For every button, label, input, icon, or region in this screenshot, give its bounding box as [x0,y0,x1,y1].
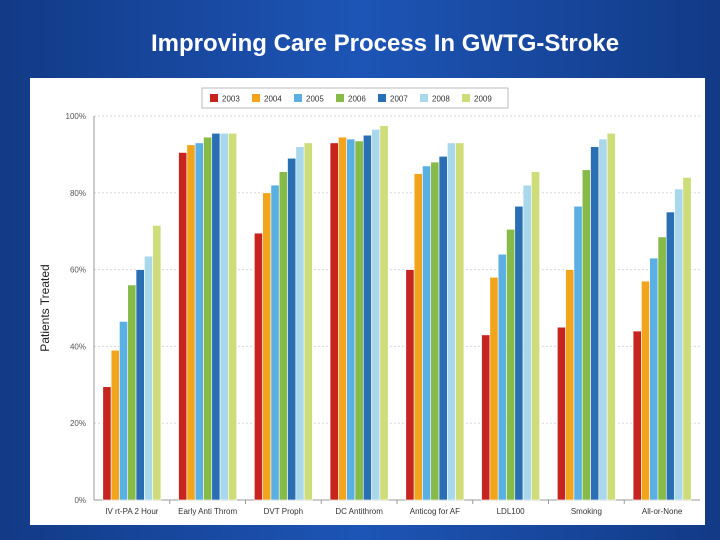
bar-2007 [590,146,600,501]
bar-2009 [379,125,389,501]
category-label: Smoking [571,507,602,516]
bar-2006 [354,140,364,501]
legend-label: 2006 [348,95,366,104]
legend-swatch-2009 [462,94,470,102]
bar-2004 [565,269,575,501]
category-label: All-or-None [642,507,683,516]
bar-2006 [506,228,516,501]
bar-2004 [641,280,650,501]
y-tick-label: 80% [70,189,86,198]
bar-2003 [632,330,642,501]
bar-2007 [514,205,524,501]
legend-label: 2009 [474,95,492,104]
legend-label: 2004 [264,95,282,104]
bar-2004 [186,144,196,501]
y-tick-label: 0% [74,496,86,505]
bar-2005 [346,138,356,501]
category-label: DC Antithrom [335,507,383,516]
bar-2008 [447,142,456,501]
bar-2007 [287,157,297,501]
category-label: Early Anti Throm [178,507,237,516]
bar-2007 [438,156,448,501]
bar-2006 [430,161,440,501]
bar-2008 [144,255,153,501]
bar-2003 [329,142,339,501]
legend-swatch-2004 [252,94,260,102]
legend [201,87,509,109]
bar-2005 [194,142,204,501]
bar-2004 [489,276,499,501]
bar-2004 [262,192,272,501]
bar-2008 [295,146,305,501]
bar-2008 [674,188,684,501]
bar-2005 [270,184,280,501]
bar-2006 [203,136,213,501]
slide-title: Improving Care Process In GWTG-Stroke [150,30,620,57]
bar-2007 [362,134,372,501]
category-label: IV rt-PA 2 Hour [105,507,159,516]
y-tick-label: 60% [70,266,86,275]
bar-2003 [481,334,491,501]
bar-2006 [657,236,667,501]
bar-2007 [211,132,221,501]
bar-2009 [531,171,540,501]
bar-2004 [413,173,423,501]
bar-2009 [303,142,313,501]
bar-2004 [338,136,347,501]
bar-2005 [573,205,583,501]
bar-2009 [455,142,465,501]
y-axis-title: Patients Treated [38,264,52,351]
bar-2009 [606,132,616,501]
bar-2009 [682,177,692,501]
bar-2003 [102,386,112,501]
bar-2005 [649,257,659,501]
legend-label: 2007 [390,95,408,104]
bar-2008 [598,138,608,501]
legend-swatch-2003 [210,94,218,102]
legend-label: 2005 [306,95,324,104]
bar-chart: 0% 20% 40% 60% 80% 100% Patients Treated IV rt-… [38,87,700,516]
bar-2007 [665,211,675,501]
y-tick-label: 100% [66,112,86,121]
bar-2003 [405,269,415,501]
bar-2008 [371,129,381,501]
bar-2003 [178,152,188,501]
bar-2006 [581,169,591,501]
chart-panel: 0% 20% 40% 60% 80% 100% Patients Treated IV rt-… [30,78,705,525]
bar-2009 [152,225,162,501]
bar-2008 [522,184,532,501]
legend-swatch-2007 [378,94,386,102]
bar-2008 [219,132,229,501]
bar-2006 [127,284,137,501]
bar-2003 [254,232,263,501]
bar-2003 [557,326,566,501]
bar-2005 [497,253,507,501]
category-label: DVT Proph [264,507,303,516]
bar-2006 [278,171,288,501]
y-tick-label: 20% [70,419,86,428]
category-label: LDL100 [497,507,526,516]
legend-label: 2008 [432,95,450,104]
legend-label: 2003 [222,95,240,104]
legend-swatch-2005 [294,94,302,102]
bar-2005 [422,165,432,501]
bar-2004 [110,349,120,501]
bar-2007 [135,269,145,501]
y-tick-label: 40% [70,342,86,351]
category-label: Anticog for AF [410,507,460,516]
legend-swatch-2008 [420,94,428,102]
bar-2009 [228,132,237,501]
legend-swatch-2006 [336,94,344,102]
bar-2005 [119,321,129,501]
